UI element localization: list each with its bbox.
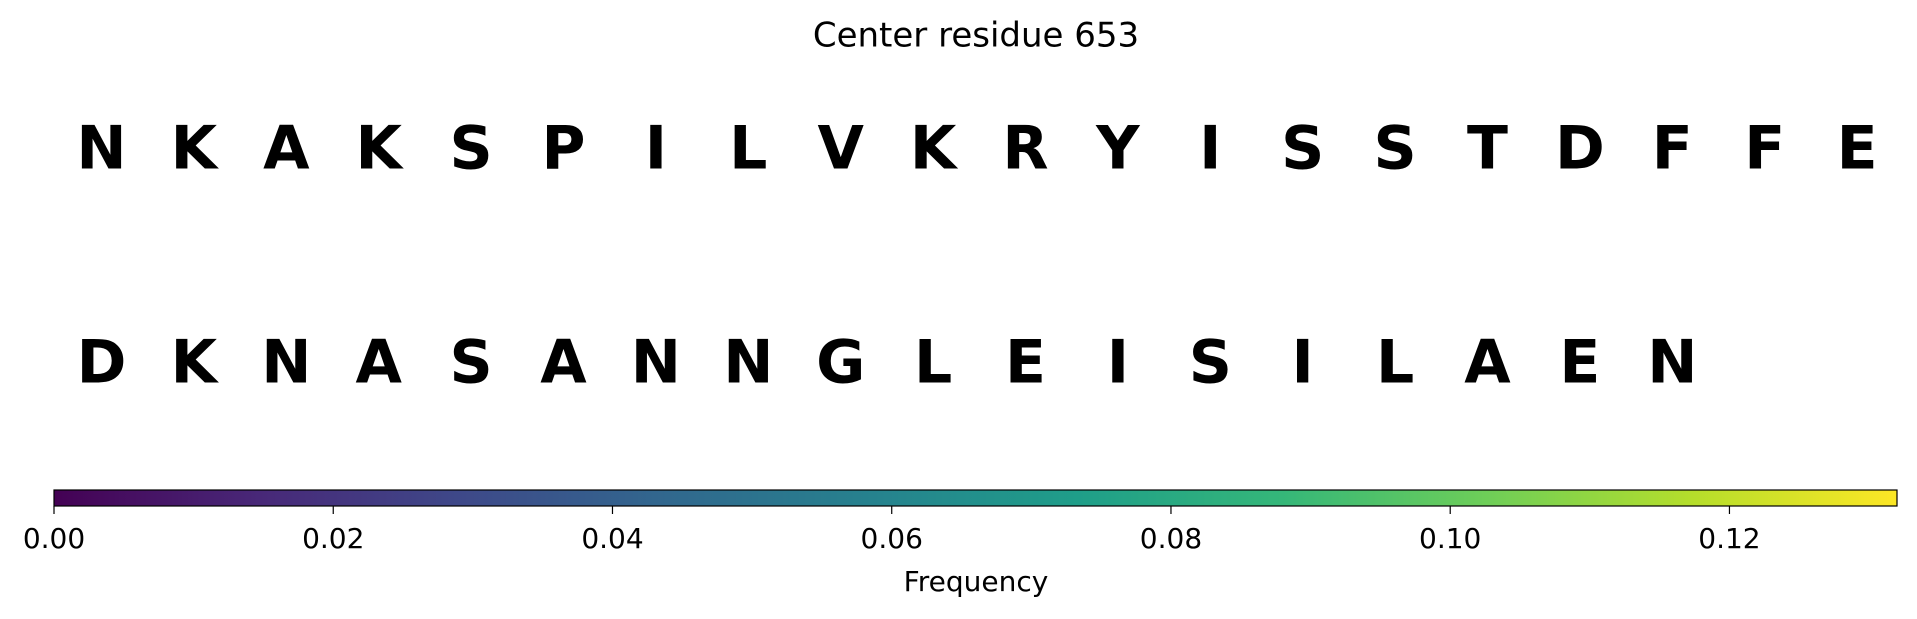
residue: S bbox=[449, 114, 492, 184]
residue: L bbox=[1376, 328, 1414, 398]
residue: I bbox=[1107, 328, 1129, 398]
colorbar bbox=[53, 489, 1898, 507]
residue: K bbox=[171, 114, 220, 184]
residue: R bbox=[1002, 114, 1048, 184]
colorbar-tick-label: 0.12 bbox=[1698, 522, 1760, 555]
residue: N bbox=[261, 328, 311, 398]
residue: F bbox=[1652, 114, 1693, 184]
chart-title: Center residue 653 bbox=[813, 16, 1139, 56]
residue: S bbox=[1281, 114, 1324, 184]
residue: E bbox=[1559, 328, 1600, 398]
residue: A bbox=[1464, 328, 1511, 398]
residue: T bbox=[1467, 114, 1508, 184]
residue: E bbox=[1005, 328, 1046, 398]
residue: S bbox=[1373, 114, 1416, 184]
residue: Y bbox=[1095, 114, 1141, 184]
residue: L bbox=[729, 114, 767, 184]
residue: D bbox=[1555, 114, 1605, 184]
residue: I bbox=[645, 114, 667, 184]
residue: N bbox=[76, 114, 126, 184]
residue: I bbox=[1199, 114, 1221, 184]
residue: K bbox=[910, 114, 959, 184]
residue: S bbox=[449, 328, 492, 398]
colorbar-tick-label: 0.02 bbox=[302, 522, 364, 555]
residue: K bbox=[355, 114, 404, 184]
residue: A bbox=[355, 328, 402, 398]
residue: A bbox=[263, 114, 310, 184]
colorbar-tick-label: 0.06 bbox=[861, 522, 923, 555]
residue: I bbox=[1292, 328, 1314, 398]
residue: A bbox=[540, 328, 587, 398]
residue: P bbox=[542, 114, 586, 184]
residue: L bbox=[914, 328, 952, 398]
residue: D bbox=[77, 328, 127, 398]
colorbar-tick-label: 0.00 bbox=[23, 522, 85, 555]
residue: N bbox=[723, 328, 773, 398]
residue: S bbox=[1189, 328, 1232, 398]
colorbar-tick-label: 0.04 bbox=[581, 522, 643, 555]
residue: N bbox=[631, 328, 681, 398]
residue: K bbox=[171, 328, 220, 398]
residue: N bbox=[1647, 328, 1697, 398]
residue: F bbox=[1744, 114, 1785, 184]
colorbar-label: Frequency bbox=[904, 565, 1049, 598]
residue: V bbox=[817, 114, 864, 184]
colorbar-tick-label: 0.08 bbox=[1140, 522, 1202, 555]
colorbar-tick-label: 0.10 bbox=[1419, 522, 1481, 555]
residue: G bbox=[816, 328, 865, 398]
residue: E bbox=[1837, 114, 1878, 184]
